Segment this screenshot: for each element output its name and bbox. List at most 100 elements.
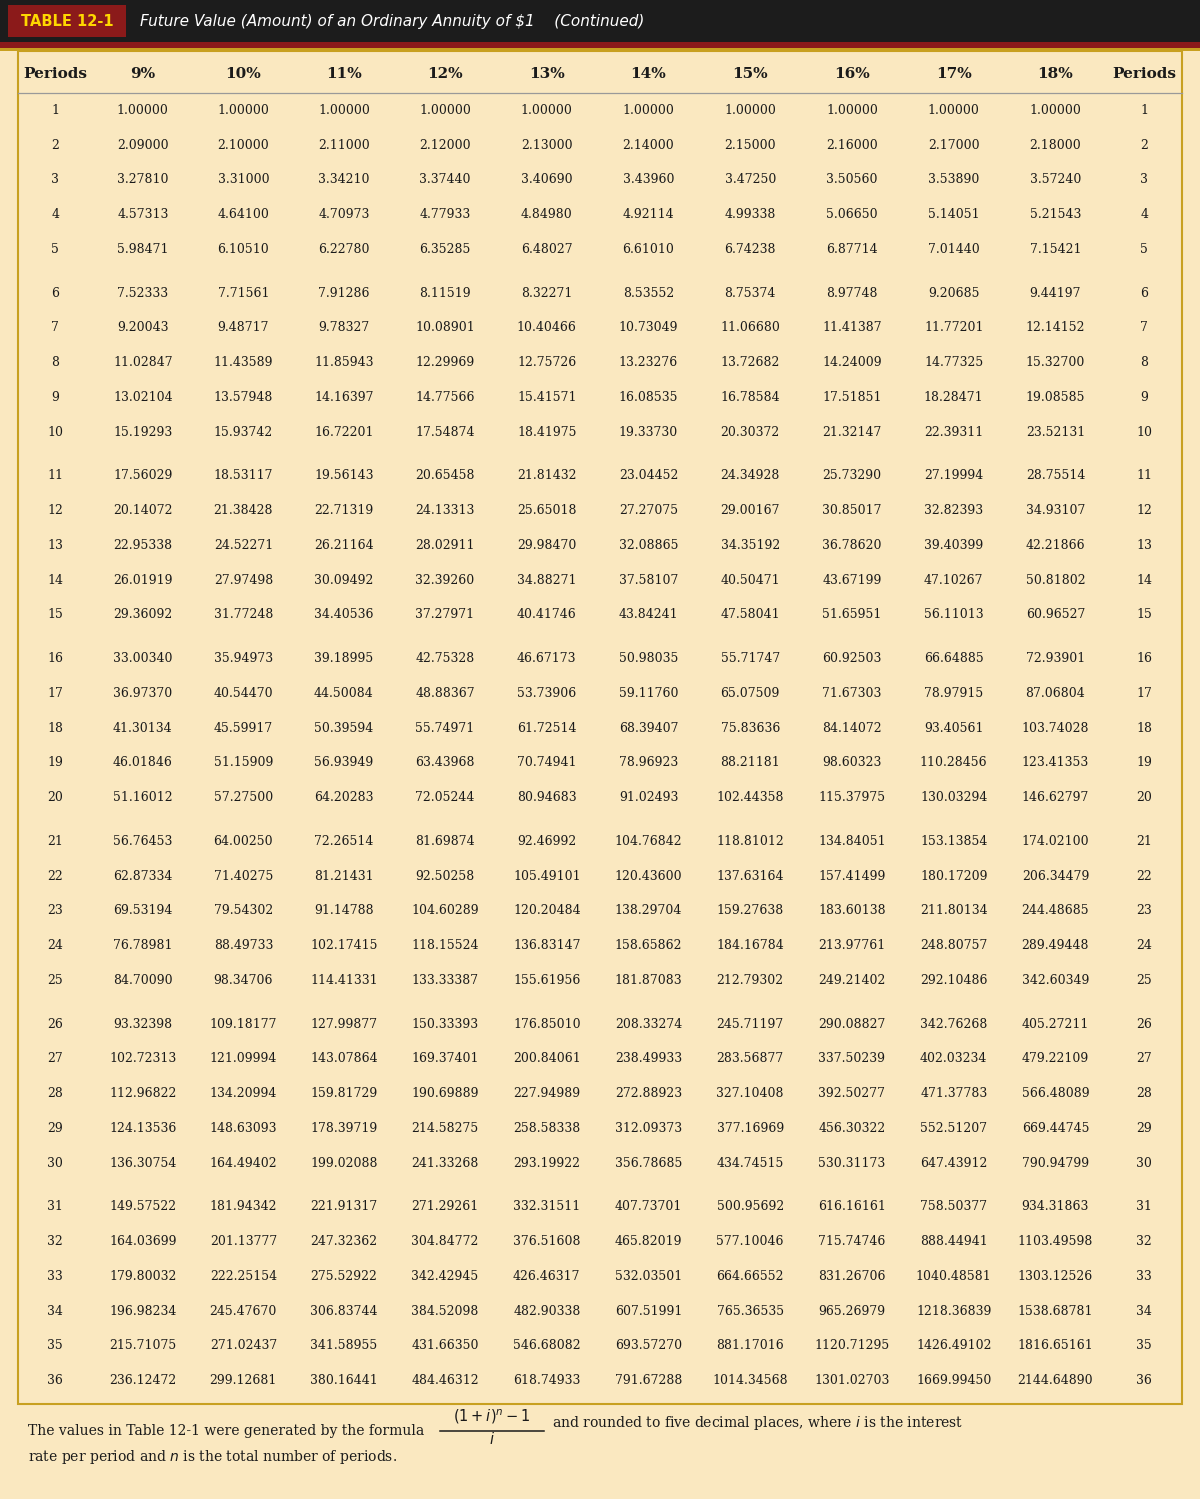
Text: 664.66552: 664.66552: [716, 1270, 784, 1283]
Text: 36: 36: [1136, 1375, 1152, 1387]
Bar: [0, 42, 1200, 48]
Text: 4.64100: 4.64100: [217, 208, 269, 222]
Text: 1.00000: 1.00000: [419, 103, 470, 117]
Text: 72.93901: 72.93901: [1026, 652, 1085, 666]
Text: 23: 23: [1136, 904, 1152, 917]
Text: 60.96527: 60.96527: [1026, 609, 1085, 622]
Text: 5.06650: 5.06650: [826, 208, 877, 222]
Text: 8.97748: 8.97748: [827, 286, 877, 300]
Text: 17: 17: [1136, 687, 1152, 700]
Text: 206.34479: 206.34479: [1021, 869, 1090, 883]
Text: 22.71319: 22.71319: [314, 504, 373, 517]
Text: 183.60138: 183.60138: [818, 904, 886, 917]
Text: 1.00000: 1.00000: [318, 103, 370, 117]
Text: 36: 36: [47, 1375, 64, 1387]
Text: 180.17209: 180.17209: [920, 869, 988, 883]
Text: 32.08865: 32.08865: [619, 538, 678, 552]
Text: 7: 7: [1140, 321, 1148, 334]
Text: 46.67173: 46.67173: [517, 652, 576, 666]
Text: 24.13313: 24.13313: [415, 504, 475, 517]
Text: 6.61010: 6.61010: [623, 243, 674, 256]
Text: 102.44358: 102.44358: [716, 791, 784, 803]
Text: 28: 28: [1136, 1087, 1152, 1100]
Text: 21: 21: [1136, 835, 1152, 848]
Text: 3: 3: [1140, 174, 1148, 186]
Text: 20: 20: [47, 791, 64, 803]
Text: 23.52131: 23.52131: [1026, 426, 1085, 439]
Text: 11.43589: 11.43589: [214, 357, 274, 369]
Text: 212.79302: 212.79302: [716, 974, 784, 986]
Text: 98.60323: 98.60323: [822, 757, 882, 769]
Text: 109.18177: 109.18177: [210, 1018, 277, 1031]
Text: 13.57948: 13.57948: [214, 391, 274, 403]
Text: 2.09000: 2.09000: [116, 138, 169, 151]
Text: 134.20994: 134.20994: [210, 1087, 277, 1100]
Text: 471.37783: 471.37783: [920, 1087, 988, 1100]
Text: 17%: 17%: [936, 67, 972, 81]
Text: 1: 1: [52, 103, 59, 117]
Text: 28.02911: 28.02911: [415, 538, 475, 552]
Text: 965.26979: 965.26979: [818, 1304, 886, 1318]
Text: 8.53552: 8.53552: [623, 286, 674, 300]
Text: 51.16012: 51.16012: [113, 791, 173, 803]
Text: 30.85017: 30.85017: [822, 504, 882, 517]
Text: 616.16161: 616.16161: [818, 1201, 886, 1213]
Text: 62.87334: 62.87334: [113, 869, 173, 883]
Text: 9%: 9%: [131, 67, 155, 81]
Text: 103.74028: 103.74028: [1021, 721, 1090, 735]
Text: 7.71561: 7.71561: [217, 286, 269, 300]
Text: 15.19293: 15.19293: [113, 426, 173, 439]
Text: 104.60289: 104.60289: [412, 904, 479, 917]
Text: 84.14072: 84.14072: [822, 721, 882, 735]
Text: 27: 27: [47, 1052, 64, 1066]
Text: 66.64885: 66.64885: [924, 652, 984, 666]
Text: 14.77325: 14.77325: [924, 357, 983, 369]
Text: 2.12000: 2.12000: [419, 138, 470, 151]
Text: 29: 29: [47, 1121, 64, 1135]
Text: 33: 33: [1136, 1270, 1152, 1283]
Text: 27.27075: 27.27075: [619, 504, 678, 517]
Text: 214.58275: 214.58275: [412, 1121, 479, 1135]
Text: 22: 22: [47, 869, 64, 883]
Text: 14: 14: [47, 574, 64, 586]
Text: 271.29261: 271.29261: [412, 1201, 479, 1213]
Text: 4: 4: [1140, 208, 1148, 222]
Text: 9: 9: [1140, 391, 1148, 403]
Text: 10.40466: 10.40466: [517, 321, 577, 334]
Text: 2.14000: 2.14000: [623, 138, 674, 151]
Text: 98.34706: 98.34706: [214, 974, 274, 986]
Text: 153.13854: 153.13854: [920, 835, 988, 848]
Text: 10.73049: 10.73049: [619, 321, 678, 334]
Text: 6.74238: 6.74238: [725, 243, 776, 256]
Text: 16.78584: 16.78584: [720, 391, 780, 403]
Text: 12%: 12%: [427, 67, 463, 81]
Text: 102.17415: 102.17415: [310, 940, 378, 952]
Text: 312.09373: 312.09373: [614, 1121, 682, 1135]
Text: 479.22109: 479.22109: [1022, 1052, 1090, 1066]
Text: 14.16397: 14.16397: [314, 391, 373, 403]
Text: 31: 31: [1136, 1201, 1152, 1213]
Text: 115.37975: 115.37975: [818, 791, 886, 803]
Text: 138.29704: 138.29704: [614, 904, 682, 917]
Text: 48.88367: 48.88367: [415, 687, 475, 700]
Text: 1.00000: 1.00000: [217, 103, 269, 117]
Text: 8.75374: 8.75374: [725, 286, 776, 300]
Text: 11.06680: 11.06680: [720, 321, 780, 334]
Text: 13.23276: 13.23276: [619, 357, 678, 369]
Text: 484.46312: 484.46312: [412, 1375, 479, 1387]
Text: 12: 12: [47, 504, 64, 517]
Text: 184.16784: 184.16784: [716, 940, 784, 952]
Text: 14%: 14%: [631, 67, 666, 81]
Text: 17.56029: 17.56029: [113, 469, 173, 483]
Text: 213.97761: 213.97761: [818, 940, 886, 952]
Text: 10.08901: 10.08901: [415, 321, 475, 334]
Text: 25: 25: [1136, 974, 1152, 986]
Text: 37.58107: 37.58107: [619, 574, 678, 586]
Text: 552.51207: 552.51207: [920, 1121, 988, 1135]
Text: 12.14152: 12.14152: [1026, 321, 1085, 334]
Text: 607.51991: 607.51991: [614, 1304, 682, 1318]
Text: 3.50560: 3.50560: [827, 174, 877, 186]
Text: 56.76453: 56.76453: [113, 835, 173, 848]
Text: 25.65018: 25.65018: [517, 504, 576, 517]
Text: 9.20685: 9.20685: [928, 286, 979, 300]
